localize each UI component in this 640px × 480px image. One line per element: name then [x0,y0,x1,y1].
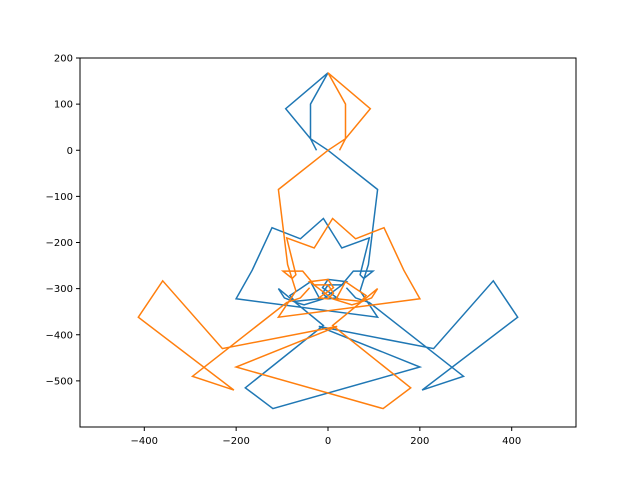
x-tick-label: 0 [325,436,331,447]
y-tick-label: 0 [67,146,73,157]
y-tick-label: 100 [54,100,73,111]
x-tick-label: −400 [131,436,158,447]
y-axis-ticks: 200 100 0 −100 −200 −300 −400 −500 [46,54,80,387]
series-line-2 [137,72,422,410]
y-tick-label: −400 [46,330,73,341]
series-layer [137,72,519,410]
x-tick-label: 400 [502,436,521,447]
y-tick-label: −200 [46,238,73,249]
y-tick-label: 200 [54,54,73,65]
series-line-1 [234,72,519,410]
y-tick-label: −300 [46,284,73,295]
y-tick-label: −100 [46,192,73,203]
y-tick-label: −500 [46,376,73,387]
x-tick-label: 200 [410,436,429,447]
x-axis-ticks: −400 −200 0 200 400 [131,427,521,447]
x-tick-label: −200 [222,436,249,447]
plot-frame [79,57,577,428]
